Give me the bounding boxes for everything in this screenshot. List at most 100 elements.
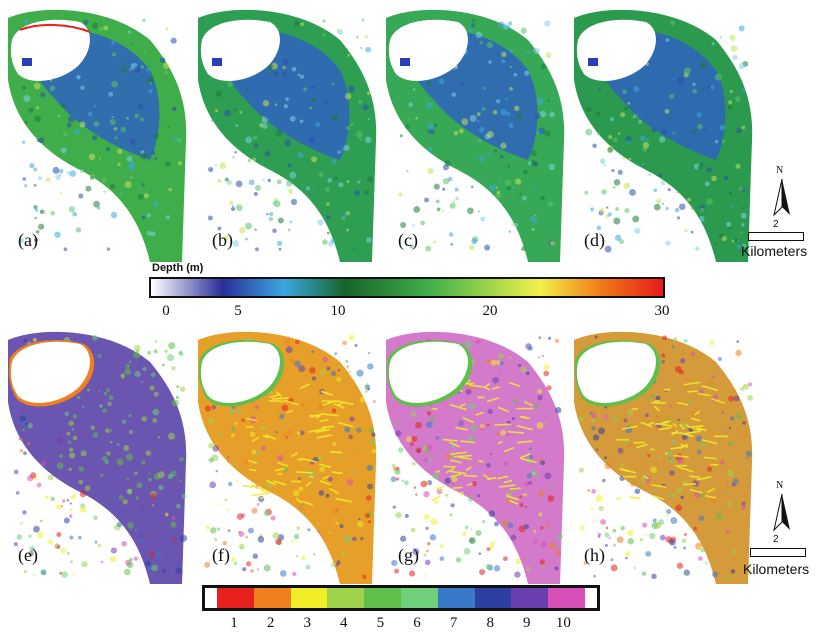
- depth-speckle: [310, 156, 318, 163]
- class-speckle: [179, 479, 182, 483]
- depth-speckle: [36, 139, 40, 142]
- class-speckle: [479, 424, 485, 429]
- class-speckle: [720, 460, 725, 465]
- depth-speckle: [617, 132, 621, 135]
- class-speckle: [598, 505, 604, 512]
- class-speckle: [462, 531, 467, 537]
- depth-speckle: [224, 109, 231, 117]
- class-speckle: [620, 525, 625, 531]
- class-speckle: [141, 460, 146, 465]
- class-speckle: [368, 427, 375, 434]
- depth-speckle: [586, 106, 592, 113]
- depth-speckle: [60, 147, 67, 154]
- reef-channel: [650, 447, 655, 451]
- class-speckle: [405, 436, 412, 443]
- depth-speckle: [57, 114, 61, 117]
- depth-speckle: [493, 149, 498, 153]
- class-speckle: [229, 408, 235, 415]
- depth-speckle: [741, 88, 745, 92]
- depth-speckle: [509, 86, 513, 91]
- class-speckle: [464, 340, 472, 348]
- class-speckle: [533, 529, 537, 533]
- depth-speckle: [232, 204, 235, 208]
- class-speckle: [592, 434, 600, 441]
- class-speckle: [27, 422, 33, 429]
- depth-speckle: [130, 42, 133, 45]
- class-speckle: [546, 385, 552, 391]
- depth-speckle: [148, 166, 151, 170]
- depth-speckle: [455, 196, 460, 201]
- class-speckle: [81, 561, 88, 568]
- class-speckle: [697, 546, 702, 551]
- class-speckle: [410, 527, 416, 533]
- depth-speckle: [235, 204, 243, 212]
- class-speckle: [164, 349, 168, 353]
- reef-channel: [486, 397, 500, 403]
- depth-speckle: [253, 191, 258, 197]
- reef-channel: [442, 438, 458, 442]
- class-speckle: [208, 457, 214, 463]
- reef-channel: [452, 486, 463, 490]
- class-map-e: [8, 331, 188, 584]
- class-speckle: [444, 493, 449, 497]
- reef-channel: [431, 407, 438, 411]
- depth-speckle: [119, 192, 123, 196]
- class-speckle: [329, 484, 333, 489]
- depth-speckle: [730, 205, 733, 208]
- class-speckle: [240, 546, 243, 549]
- depth-speckle: [399, 134, 403, 138]
- reef-channel: [458, 456, 472, 460]
- reef-channel: [682, 483, 697, 486]
- depth-speckle: [407, 118, 411, 121]
- class-speckle: [30, 472, 37, 479]
- class-speckle: [458, 421, 463, 426]
- class-speckle: [693, 526, 698, 531]
- depth-speckle: [343, 144, 350, 151]
- reef-channel: [679, 443, 689, 450]
- class-speckle: [604, 462, 612, 470]
- class-speckle: [604, 532, 610, 538]
- class-speckle: [670, 536, 677, 542]
- depth-speckle: [239, 111, 243, 114]
- class-speckle: [127, 521, 134, 529]
- class-speckle: [554, 566, 559, 571]
- reef-channel: [505, 494, 519, 501]
- class-speckle: [415, 493, 418, 496]
- reef-channel: [337, 421, 354, 428]
- class-speckle: [510, 534, 517, 541]
- depth-speckle: [605, 206, 609, 209]
- depth-speckle: [143, 51, 147, 55]
- class-speckle: [429, 534, 437, 541]
- depth-speckle: [232, 240, 240, 247]
- class-speckle: [126, 561, 134, 569]
- depth-speckle: [427, 122, 435, 130]
- class-speckle: [359, 397, 366, 403]
- class-speckle: [238, 530, 241, 534]
- class-speckle: [92, 432, 99, 438]
- class-speckle: [126, 477, 129, 481]
- depth-speckle: [93, 200, 100, 208]
- depth-speckle: [28, 107, 34, 113]
- class-speckle: [134, 471, 138, 476]
- class-speckle: [672, 493, 677, 498]
- class-speckle: [251, 449, 257, 455]
- map-panel-c: [378, 0, 573, 262]
- reef-channel: [503, 446, 515, 453]
- depth-speckle: [520, 27, 527, 34]
- class-speckle: [596, 490, 599, 493]
- depth-speckle: [234, 151, 237, 154]
- class-speckle: [327, 476, 333, 482]
- depth-speckle: [470, 185, 474, 189]
- class-speckle: [664, 452, 668, 456]
- depth-speckle: [22, 177, 27, 181]
- class-speckle: [255, 450, 260, 455]
- class-speckle: [16, 534, 23, 540]
- reef-channel: [469, 384, 485, 388]
- depth-speckle: [707, 86, 710, 89]
- depth-speckle: [177, 138, 182, 143]
- class-speckle: [290, 358, 296, 364]
- depth-speckle: [427, 146, 433, 152]
- class-speckle: [97, 354, 102, 358]
- class-swatch-7: [437, 588, 475, 608]
- depth-speckle: [469, 116, 473, 119]
